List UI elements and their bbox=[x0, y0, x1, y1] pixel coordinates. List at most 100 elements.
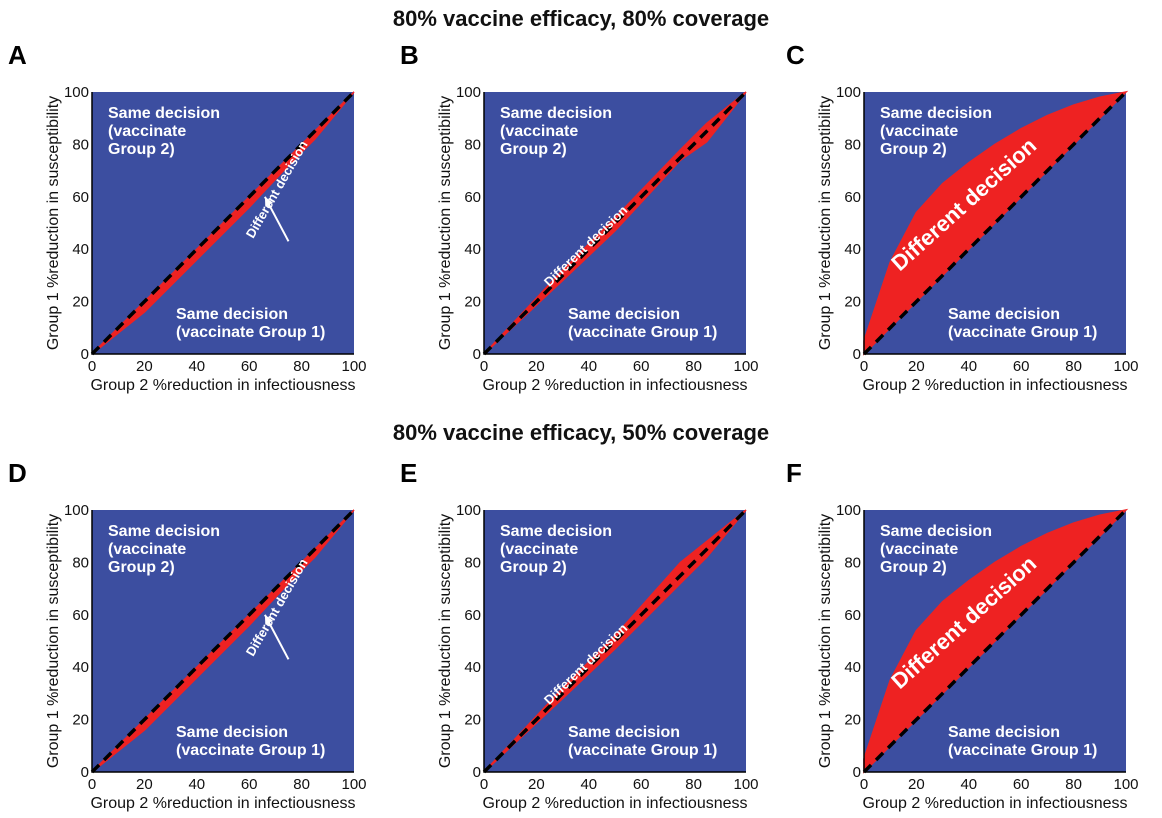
x-tick-label: 20 bbox=[528, 776, 545, 793]
y-tick-label: 100 bbox=[64, 84, 89, 101]
x-tick-label: 60 bbox=[1013, 776, 1030, 793]
equality-diagonal bbox=[862, 508, 1128, 774]
chart-svg: 00 20 20 40 40 60 60 80 80 100 100 Group 2 %reducti… bbox=[817, 502, 1139, 812]
upper-region-label-line: (vaccinate bbox=[500, 123, 579, 140]
x-tick-label: 0 bbox=[88, 358, 96, 375]
x-tick-label: 60 bbox=[633, 776, 650, 793]
lower-region-label: Same decision (vaccinate Group 1) bbox=[948, 724, 1097, 760]
upper-region-label-line: Same decision bbox=[500, 523, 613, 540]
y-tick-label: 40 bbox=[844, 659, 861, 676]
chart-svg: 00 20 20 40 40 60 60 80 80 100 100 Group 2 %reducti… bbox=[45, 84, 367, 394]
axes bbox=[91, 510, 354, 773]
x-tick-label: 20 bbox=[908, 776, 925, 793]
y-tick-label: 0 bbox=[853, 764, 861, 781]
y-tick-label: 60 bbox=[464, 607, 481, 624]
axes bbox=[483, 92, 746, 355]
y-axis-label: Group 1 %reduction in susceptibility bbox=[437, 96, 454, 350]
y-tick-label: 0 bbox=[81, 764, 89, 781]
chart-svg: 00 20 20 40 40 60 60 80 80 100 100 Group 2 %reducti… bbox=[437, 502, 759, 812]
upper-region-label-line: (vaccinate bbox=[500, 541, 579, 558]
lower-region-label-line: Same decision bbox=[948, 724, 1061, 741]
y-axis-label: Group 1 %reduction in susceptibility bbox=[817, 514, 834, 768]
pointer-arrow-head bbox=[264, 196, 273, 207]
upper-region-label: Same decision (vaccinate Group 2) bbox=[108, 105, 220, 159]
upper-region-label-line: Group 2) bbox=[108, 141, 175, 158]
x-axis-label: Group 2 %reduction in infectiousness bbox=[90, 377, 355, 394]
x-tick-label: 20 bbox=[136, 358, 153, 375]
x-tick-label: 20 bbox=[136, 776, 153, 793]
x-tick-label: 40 bbox=[188, 358, 205, 375]
upper-region-label-line: Same decision bbox=[108, 523, 221, 540]
row-title-bottom: 80% vaccine efficacy, 50% coverage bbox=[392, 420, 770, 445]
panel-b: B 0 0 20 20 40 40 60 60 80 80 100 100 Group 2 %reduct… bbox=[400, 40, 775, 394]
lower-region-label: Same decision (vaccinate Group 1) bbox=[176, 724, 325, 760]
lower-region-label-line: (vaccinate Group 1) bbox=[568, 742, 718, 759]
upper-region-label: Same decision (vaccinate Group 2) bbox=[880, 523, 992, 577]
lower-region-label-line: (vaccinate Group 1) bbox=[568, 324, 718, 341]
y-tick-label: 20 bbox=[464, 712, 481, 729]
y-tick-label: 100 bbox=[836, 84, 861, 101]
y-tick-label: 40 bbox=[464, 241, 481, 258]
y-tick-label: 20 bbox=[72, 294, 89, 311]
x-tick-label: 60 bbox=[241, 358, 258, 375]
upper-region-label: Same decision (vaccinate Group 2) bbox=[880, 105, 992, 159]
lower-region-label-line: Same decision bbox=[176, 724, 289, 741]
x-tick-label: 100 bbox=[1113, 776, 1138, 793]
panel-letter: A bbox=[8, 40, 27, 70]
lower-region-label-line: (vaccinate Group 1) bbox=[948, 742, 1098, 759]
upper-region-label-line: Group 2) bbox=[880, 559, 947, 576]
x-tick-label: 0 bbox=[860, 358, 868, 375]
x-tick-label: 100 bbox=[733, 358, 758, 375]
y-tick-label: 0 bbox=[81, 346, 89, 363]
x-tick-label: 60 bbox=[633, 358, 650, 375]
y-axis-label: Group 1 %reduction in susceptibility bbox=[45, 514, 62, 768]
chart-svg: 00 20 20 40 40 60 60 80 80 100 100 Group 2 %reducti… bbox=[437, 84, 759, 394]
upper-region-label-line: (vaccinate bbox=[880, 123, 959, 140]
equality-diagonal bbox=[862, 90, 1128, 356]
y-tick-label: 40 bbox=[844, 241, 861, 258]
lower-region-label-line: Same decision bbox=[568, 724, 681, 741]
lower-region-label-line: (vaccinate Group 1) bbox=[176, 324, 326, 341]
y-tick-label: 20 bbox=[72, 712, 89, 729]
x-tick-label: 60 bbox=[1013, 358, 1030, 375]
y-tick-label: 80 bbox=[844, 554, 861, 571]
panel-letter: B bbox=[400, 40, 419, 70]
upper-region-label: Same decision (vaccinate Group 2) bbox=[108, 523, 220, 577]
x-tick-label: 40 bbox=[960, 358, 977, 375]
x-tick-label: 40 bbox=[188, 776, 205, 793]
y-axis-label: Group 1 %reduction in susceptibility bbox=[817, 96, 834, 350]
y-tick-label: 100 bbox=[64, 502, 89, 519]
upper-region-label-line: Group 2) bbox=[500, 141, 567, 158]
row-title-top: 80% vaccine efficacy, 80% coverage bbox=[392, 6, 770, 31]
y-tick-label: 20 bbox=[844, 294, 861, 311]
upper-region-label-line: Group 2) bbox=[108, 559, 175, 576]
y-tick-label: 20 bbox=[844, 712, 861, 729]
x-axis-label: Group 2 %reduction in infectiousness bbox=[90, 795, 355, 812]
y-tick-label: 0 bbox=[853, 346, 861, 363]
panel-e: E 0 0 20 20 40 40 60 60 80 80 100 100 Group 2 %reduct… bbox=[400, 458, 775, 812]
x-tick-label: 100 bbox=[341, 776, 366, 793]
axes bbox=[863, 92, 1126, 355]
chart-svg: 00 20 20 40 40 60 60 80 80 100 100 Group 2 %reducti… bbox=[817, 84, 1139, 394]
upper-region-label-line: (vaccinate bbox=[108, 541, 187, 558]
lower-region-label: Same decision (vaccinate Group 1) bbox=[176, 306, 325, 342]
x-tick-label: 100 bbox=[1113, 358, 1138, 375]
y-tick-label: 80 bbox=[72, 554, 89, 571]
x-tick-label: 100 bbox=[733, 776, 758, 793]
axes bbox=[483, 510, 746, 773]
y-axis-label: Group 1 %reduction in susceptibility bbox=[437, 514, 454, 768]
y-tick-label: 0 bbox=[473, 346, 481, 363]
x-tick-label: 100 bbox=[341, 358, 366, 375]
panel-c: C 0 0 20 20 40 40 60 60 80 80 100 100 Group 2 %reduct… bbox=[786, 40, 1161, 394]
y-tick-label: 40 bbox=[72, 241, 89, 258]
lower-region-label-line: Same decision bbox=[948, 306, 1061, 323]
x-tick-label: 0 bbox=[88, 776, 96, 793]
y-tick-label: 80 bbox=[72, 136, 89, 153]
x-tick-label: 80 bbox=[685, 358, 702, 375]
x-axis-label: Group 2 %reduction in infectiousness bbox=[482, 377, 747, 394]
y-tick-label: 100 bbox=[836, 502, 861, 519]
panel-a: A 0 0 20 20 40 40 60 60 80 80 100 100 Group 2 %reduct… bbox=[8, 40, 383, 394]
panel-letter: E bbox=[400, 458, 418, 488]
x-tick-label: 20 bbox=[528, 358, 545, 375]
lower-region-label-line: Same decision bbox=[568, 306, 681, 323]
